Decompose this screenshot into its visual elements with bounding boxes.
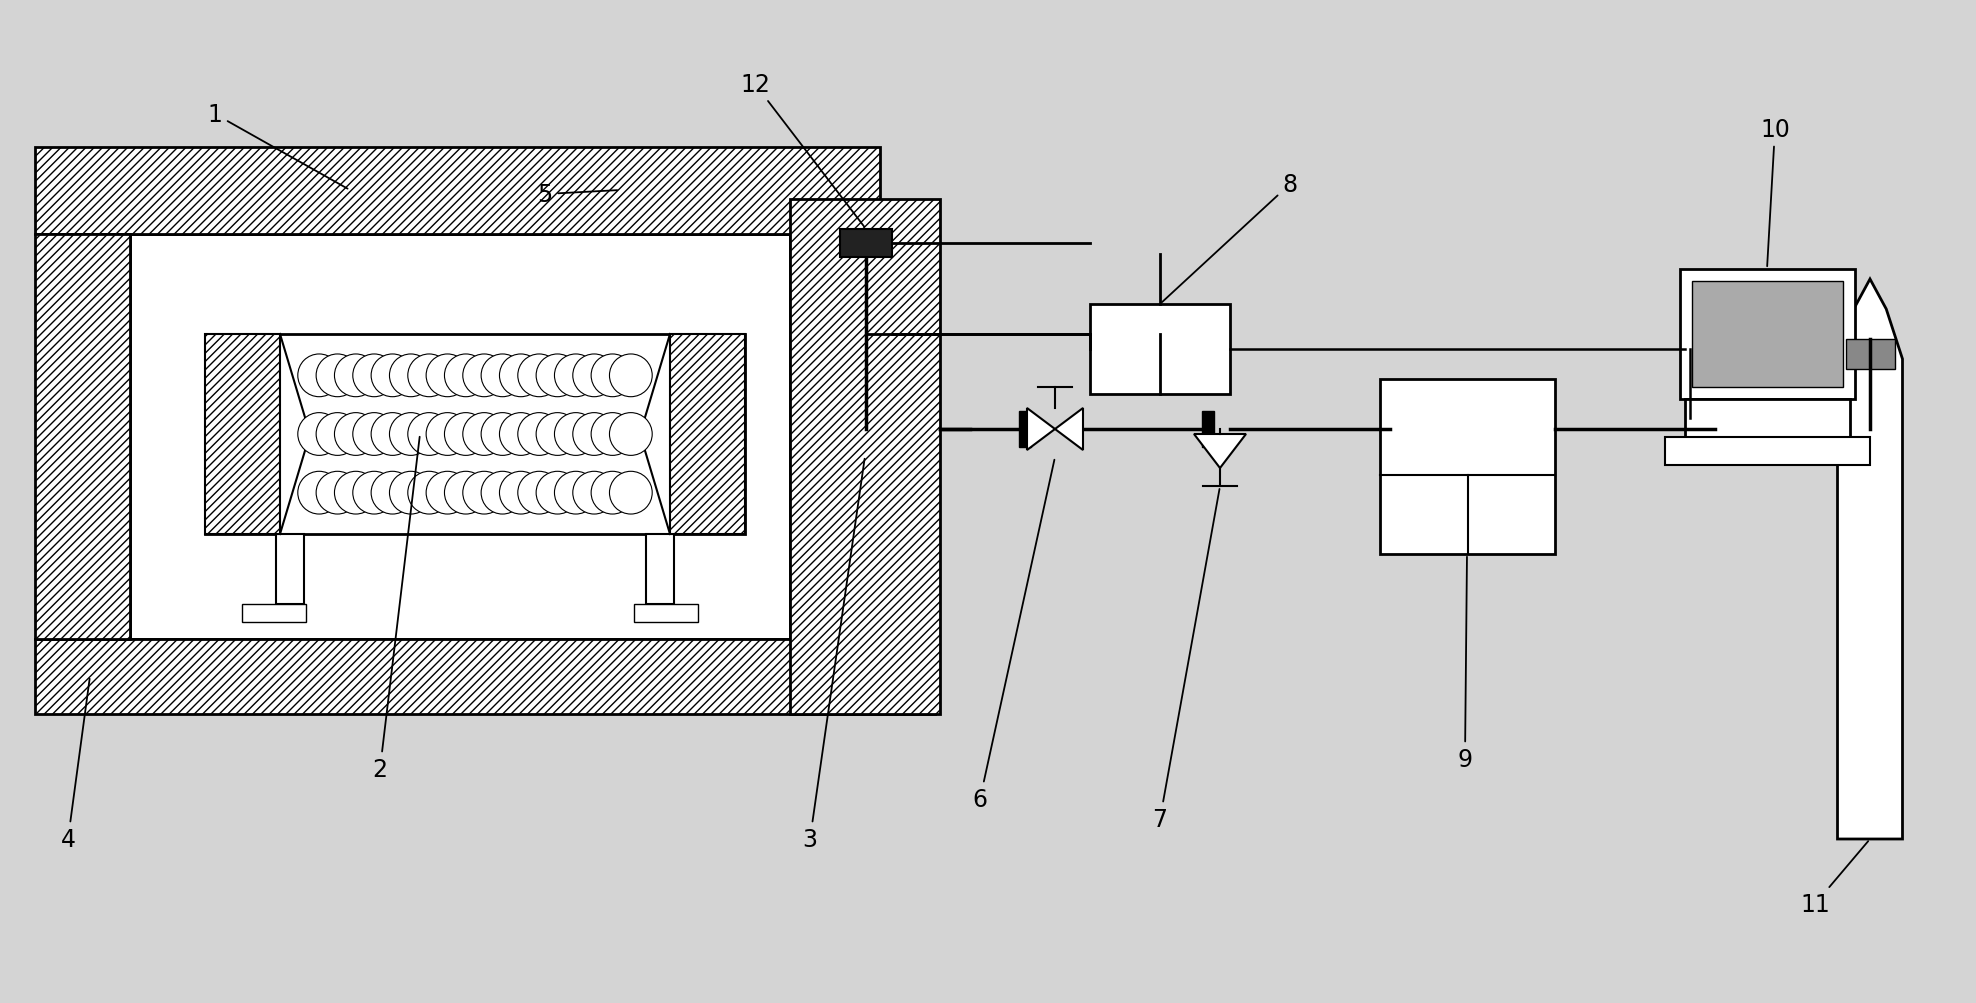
Circle shape (445, 471, 488, 515)
Bar (36, 235, 130, 639)
Circle shape (535, 355, 579, 397)
Bar (670, 335, 745, 535)
Circle shape (535, 413, 579, 456)
Circle shape (555, 471, 597, 515)
Circle shape (427, 471, 468, 515)
Text: 9: 9 (1458, 558, 1472, 771)
Circle shape (591, 355, 634, 397)
Circle shape (591, 413, 634, 456)
Bar (206, 335, 745, 535)
Circle shape (609, 355, 652, 397)
Text: 7: 7 (1152, 489, 1219, 831)
Circle shape (573, 413, 617, 456)
Circle shape (609, 471, 652, 515)
Circle shape (354, 413, 395, 456)
Bar (277, 535, 304, 605)
Text: 12: 12 (741, 73, 864, 228)
Circle shape (518, 471, 561, 515)
Circle shape (407, 471, 451, 515)
Bar (646, 535, 674, 605)
Circle shape (316, 413, 360, 456)
Bar (1680, 270, 1855, 399)
Bar (1379, 379, 1555, 555)
Bar (790, 200, 941, 714)
Bar (241, 605, 306, 623)
Circle shape (462, 413, 506, 456)
Circle shape (298, 355, 340, 397)
Circle shape (518, 413, 561, 456)
Bar (634, 605, 698, 623)
Text: 1: 1 (207, 103, 348, 190)
Bar (1846, 340, 1895, 370)
Circle shape (535, 471, 579, 515)
Bar (206, 335, 281, 535)
Circle shape (371, 471, 413, 515)
Circle shape (518, 355, 561, 397)
Bar (1691, 282, 1844, 387)
Text: 11: 11 (1800, 842, 1867, 916)
Circle shape (480, 471, 524, 515)
Bar (1091, 305, 1229, 394)
Circle shape (371, 355, 413, 397)
Circle shape (555, 355, 597, 397)
Polygon shape (1838, 280, 1903, 840)
Circle shape (609, 413, 652, 456)
Text: 3: 3 (802, 459, 865, 852)
Circle shape (334, 471, 377, 515)
Polygon shape (1055, 408, 1083, 450)
Text: 10: 10 (1761, 118, 1790, 267)
Circle shape (500, 413, 541, 456)
Circle shape (371, 413, 413, 456)
Circle shape (389, 413, 433, 456)
Circle shape (354, 471, 395, 515)
Text: 6: 6 (972, 460, 1055, 811)
Circle shape (354, 355, 395, 397)
Circle shape (480, 355, 524, 397)
Bar (1686, 399, 1850, 437)
Bar (840, 230, 891, 258)
Text: 8: 8 (1162, 173, 1298, 303)
Bar (36, 147, 879, 235)
Bar (130, 235, 790, 639)
Text: 2: 2 (373, 437, 419, 781)
Circle shape (445, 413, 488, 456)
Circle shape (316, 471, 360, 515)
Bar (1020, 411, 1031, 447)
Circle shape (573, 471, 617, 515)
Bar (1666, 437, 1869, 465)
Bar (36, 639, 935, 714)
Circle shape (445, 355, 488, 397)
Circle shape (500, 355, 541, 397)
Polygon shape (1194, 434, 1247, 468)
Circle shape (389, 355, 433, 397)
Circle shape (334, 413, 377, 456)
Circle shape (480, 413, 524, 456)
Circle shape (462, 355, 506, 397)
Circle shape (298, 471, 340, 515)
Circle shape (591, 471, 634, 515)
Circle shape (555, 413, 597, 456)
Circle shape (407, 413, 451, 456)
Circle shape (573, 355, 617, 397)
Circle shape (316, 355, 360, 397)
Circle shape (389, 471, 433, 515)
Text: 5: 5 (537, 183, 617, 207)
Bar (1201, 411, 1213, 447)
Circle shape (298, 413, 340, 456)
Polygon shape (1028, 408, 1055, 450)
Text: 4: 4 (61, 679, 89, 852)
Circle shape (427, 413, 468, 456)
Circle shape (500, 471, 541, 515)
Circle shape (427, 355, 468, 397)
Circle shape (407, 355, 451, 397)
Circle shape (334, 355, 377, 397)
Circle shape (462, 471, 506, 515)
